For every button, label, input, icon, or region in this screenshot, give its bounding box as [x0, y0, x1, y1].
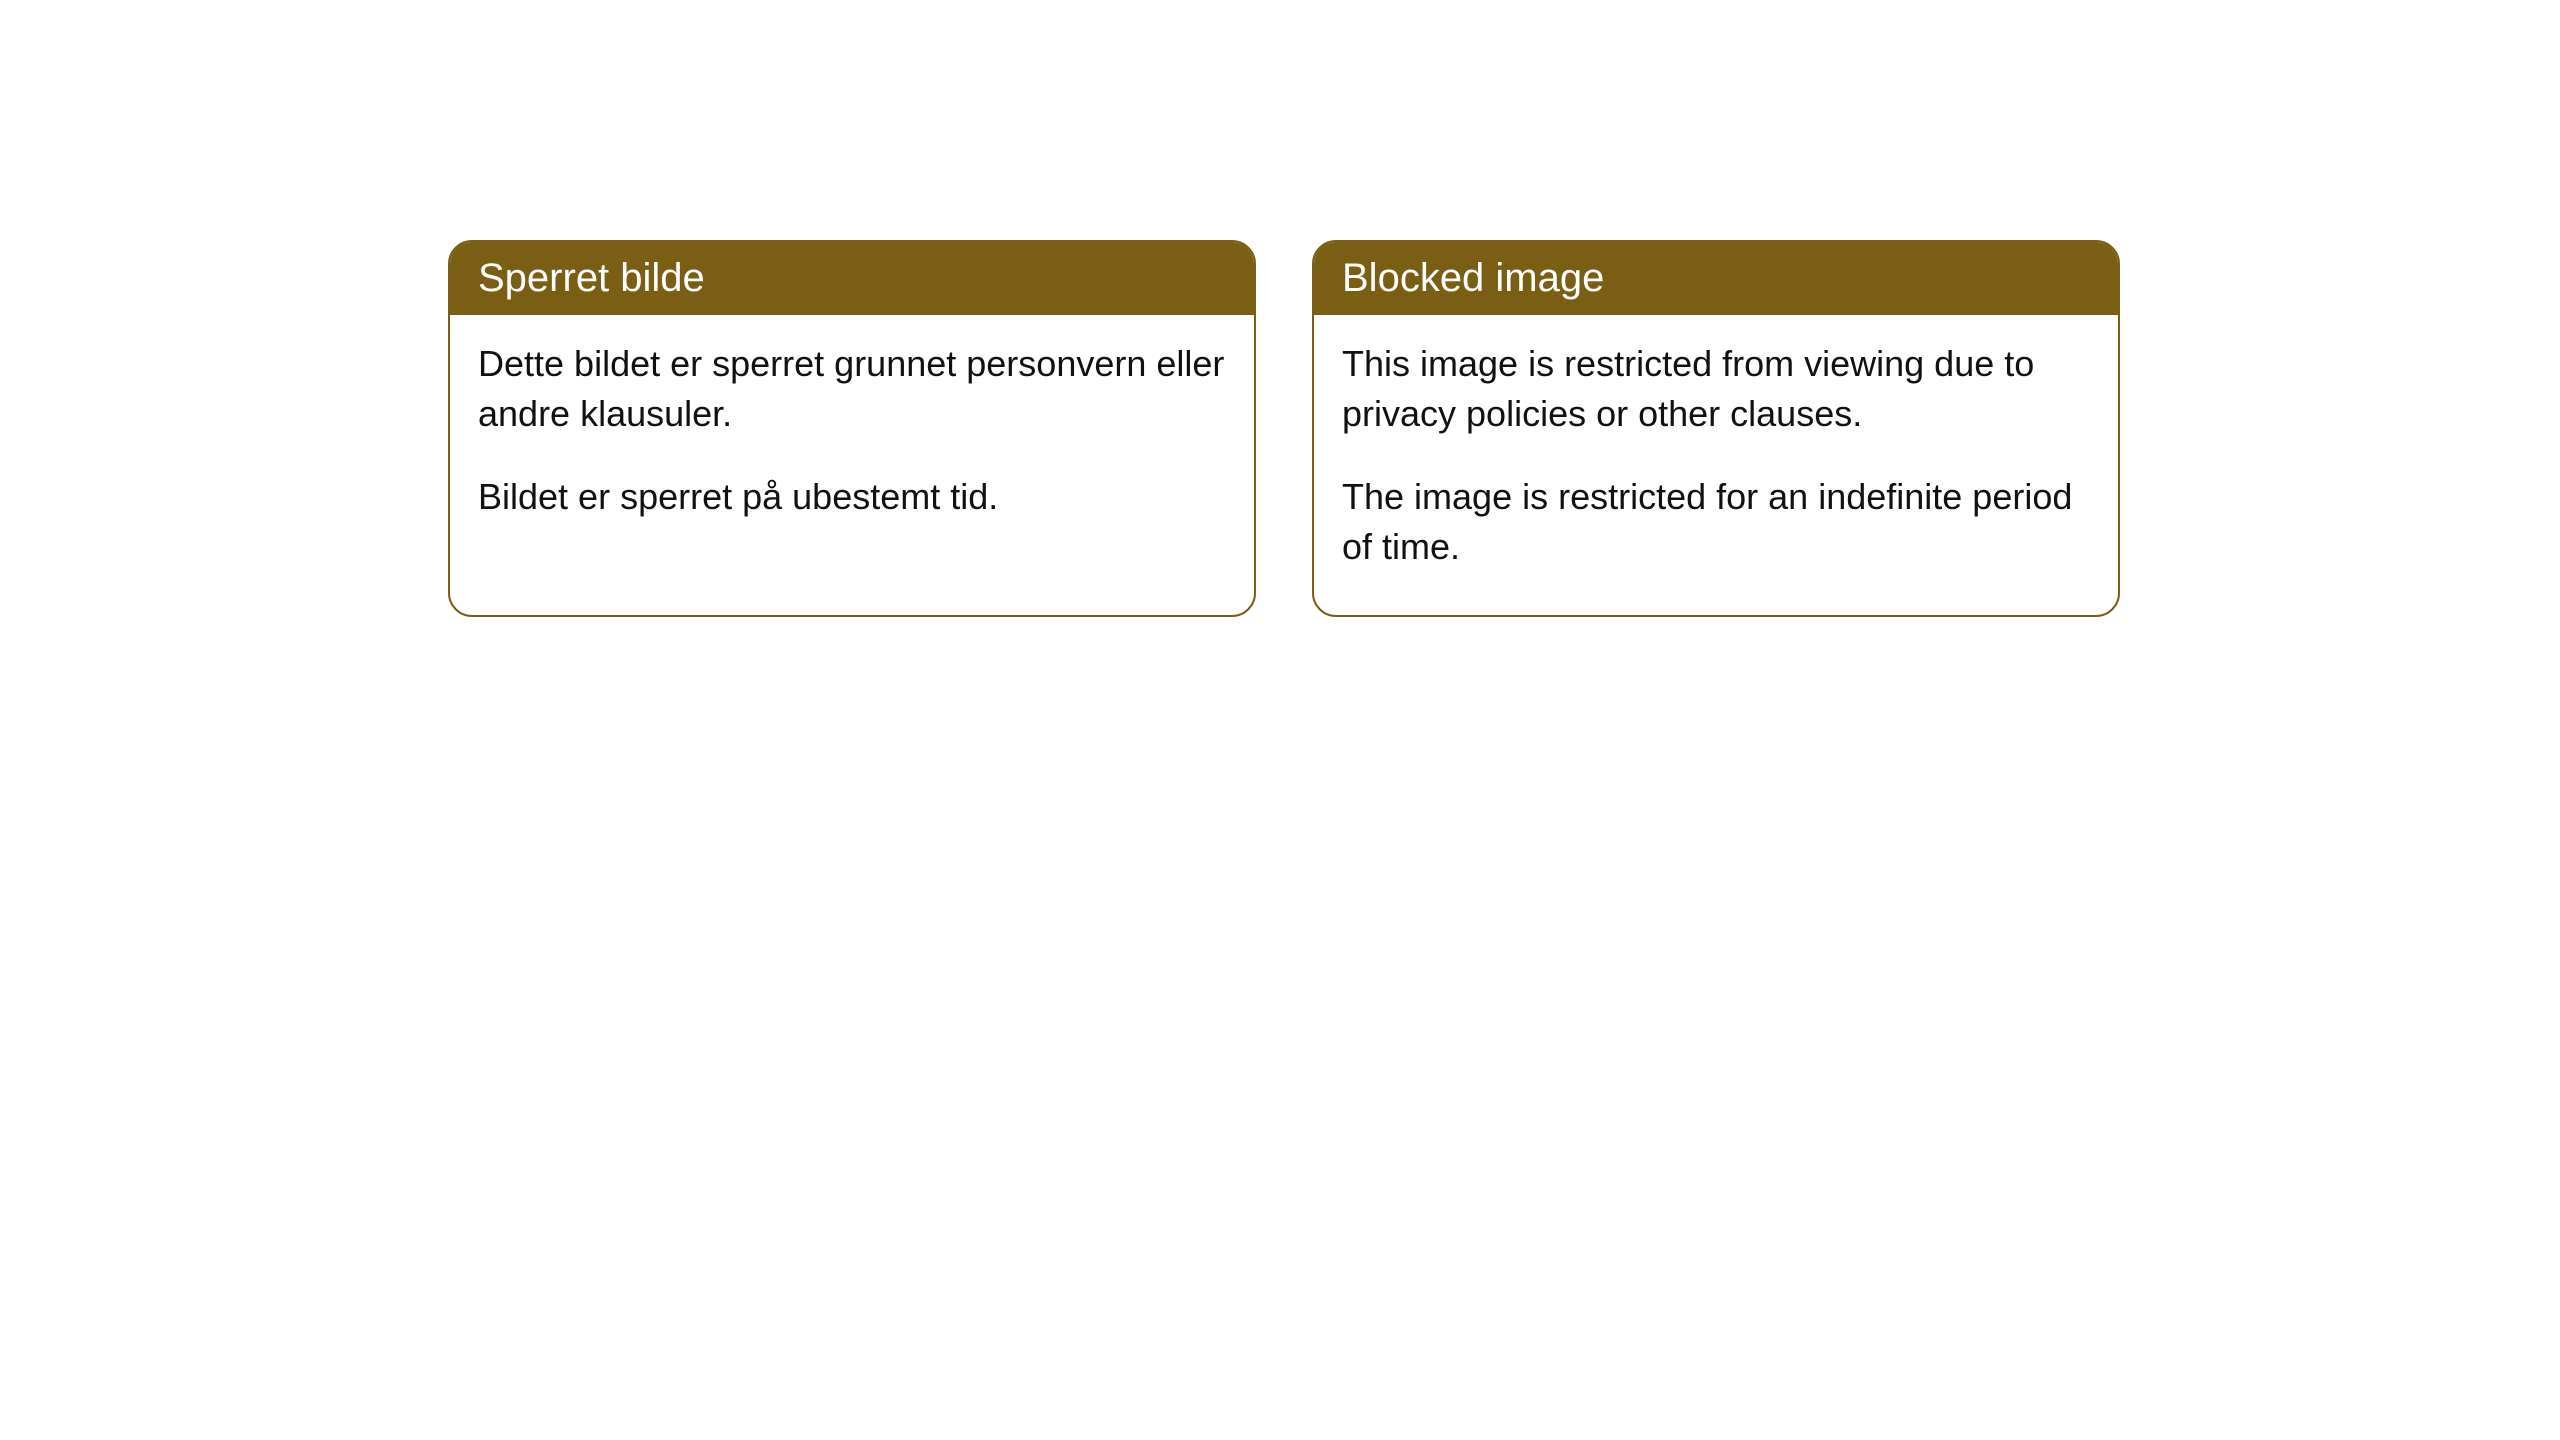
card-title: Sperret bilde [450, 242, 1254, 315]
card-body: This image is restricted from viewing du… [1314, 315, 2118, 615]
notice-card-english: Blocked image This image is restricted f… [1312, 240, 2120, 617]
card-title: Blocked image [1314, 242, 2118, 315]
card-paragraph: Dette bildet er sperret grunnet personve… [478, 339, 1226, 440]
notice-card-norwegian: Sperret bilde Dette bildet er sperret gr… [448, 240, 1256, 617]
card-paragraph: This image is restricted from viewing du… [1342, 339, 2090, 440]
card-body: Dette bildet er sperret grunnet personve… [450, 315, 1254, 564]
notice-cards-container: Sperret bilde Dette bildet er sperret gr… [448, 240, 2120, 617]
card-paragraph: The image is restricted for an indefinit… [1342, 472, 2090, 573]
card-paragraph: Bildet er sperret på ubestemt tid. [478, 472, 1226, 522]
